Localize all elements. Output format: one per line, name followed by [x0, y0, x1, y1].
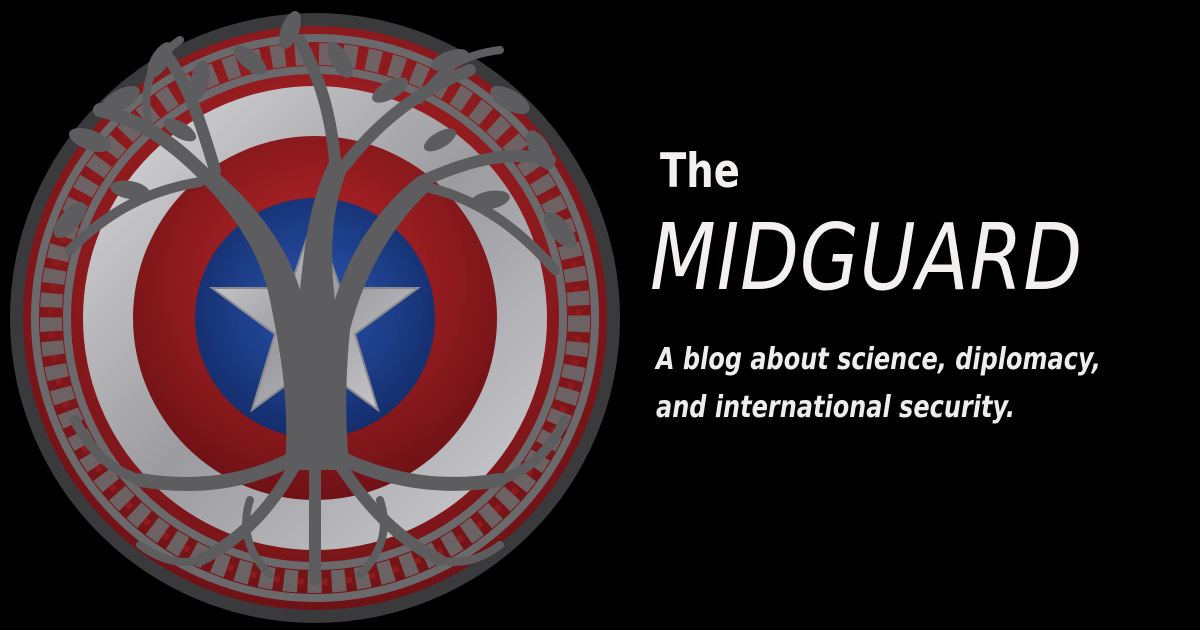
tagline-line-1: A blog about science, diplomacy,	[656, 342, 1101, 377]
site-title: MIDGUARD	[650, 204, 1084, 311]
tree-of-life-shield-icon	[10, 10, 620, 623]
tagline-line-2: and international security.	[656, 390, 1016, 425]
leaves	[53, 10, 577, 249]
title-prefix: The	[660, 144, 740, 199]
tagline: A blog about science, diplomacy, and int…	[656, 336, 1101, 432]
tree-icon	[53, 10, 577, 586]
